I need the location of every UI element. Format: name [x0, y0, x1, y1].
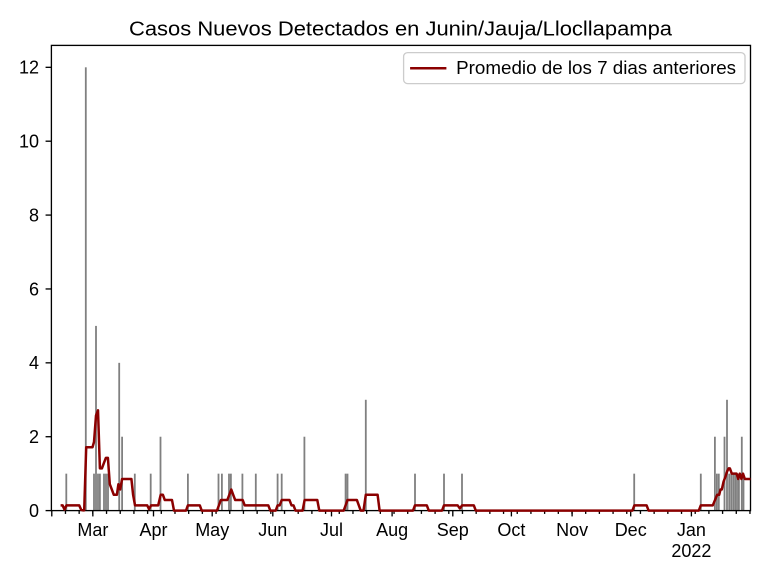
svg-text:6: 6	[29, 279, 39, 299]
svg-text:0: 0	[29, 501, 39, 521]
svg-text:Jul: Jul	[320, 520, 343, 540]
svg-text:Jan: Jan	[677, 520, 706, 540]
svg-text:Oct: Oct	[497, 520, 525, 540]
svg-text:Apr: Apr	[139, 520, 167, 540]
svg-text:Dec: Dec	[615, 520, 647, 540]
svg-text:Promedio de los 7 dias anterio: Promedio de los 7 dias anteriores	[456, 58, 736, 78]
svg-text:10: 10	[19, 132, 39, 152]
svg-text:Aug: Aug	[376, 520, 408, 540]
svg-text:2022: 2022	[671, 541, 711, 561]
svg-text:4: 4	[29, 353, 39, 373]
svg-text:Sep: Sep	[437, 520, 469, 540]
svg-text:Casos Nuevos Detectados en Jun: Casos Nuevos Detectados en Junin/Jauja/L…	[129, 18, 673, 40]
svg-text:Mar: Mar	[77, 520, 108, 540]
svg-text:12: 12	[19, 58, 39, 78]
svg-text:8: 8	[29, 205, 39, 225]
svg-text:Nov: Nov	[556, 520, 588, 540]
svg-text:May: May	[195, 520, 229, 540]
svg-text:Jun: Jun	[258, 520, 287, 540]
svg-text:2: 2	[29, 427, 39, 447]
